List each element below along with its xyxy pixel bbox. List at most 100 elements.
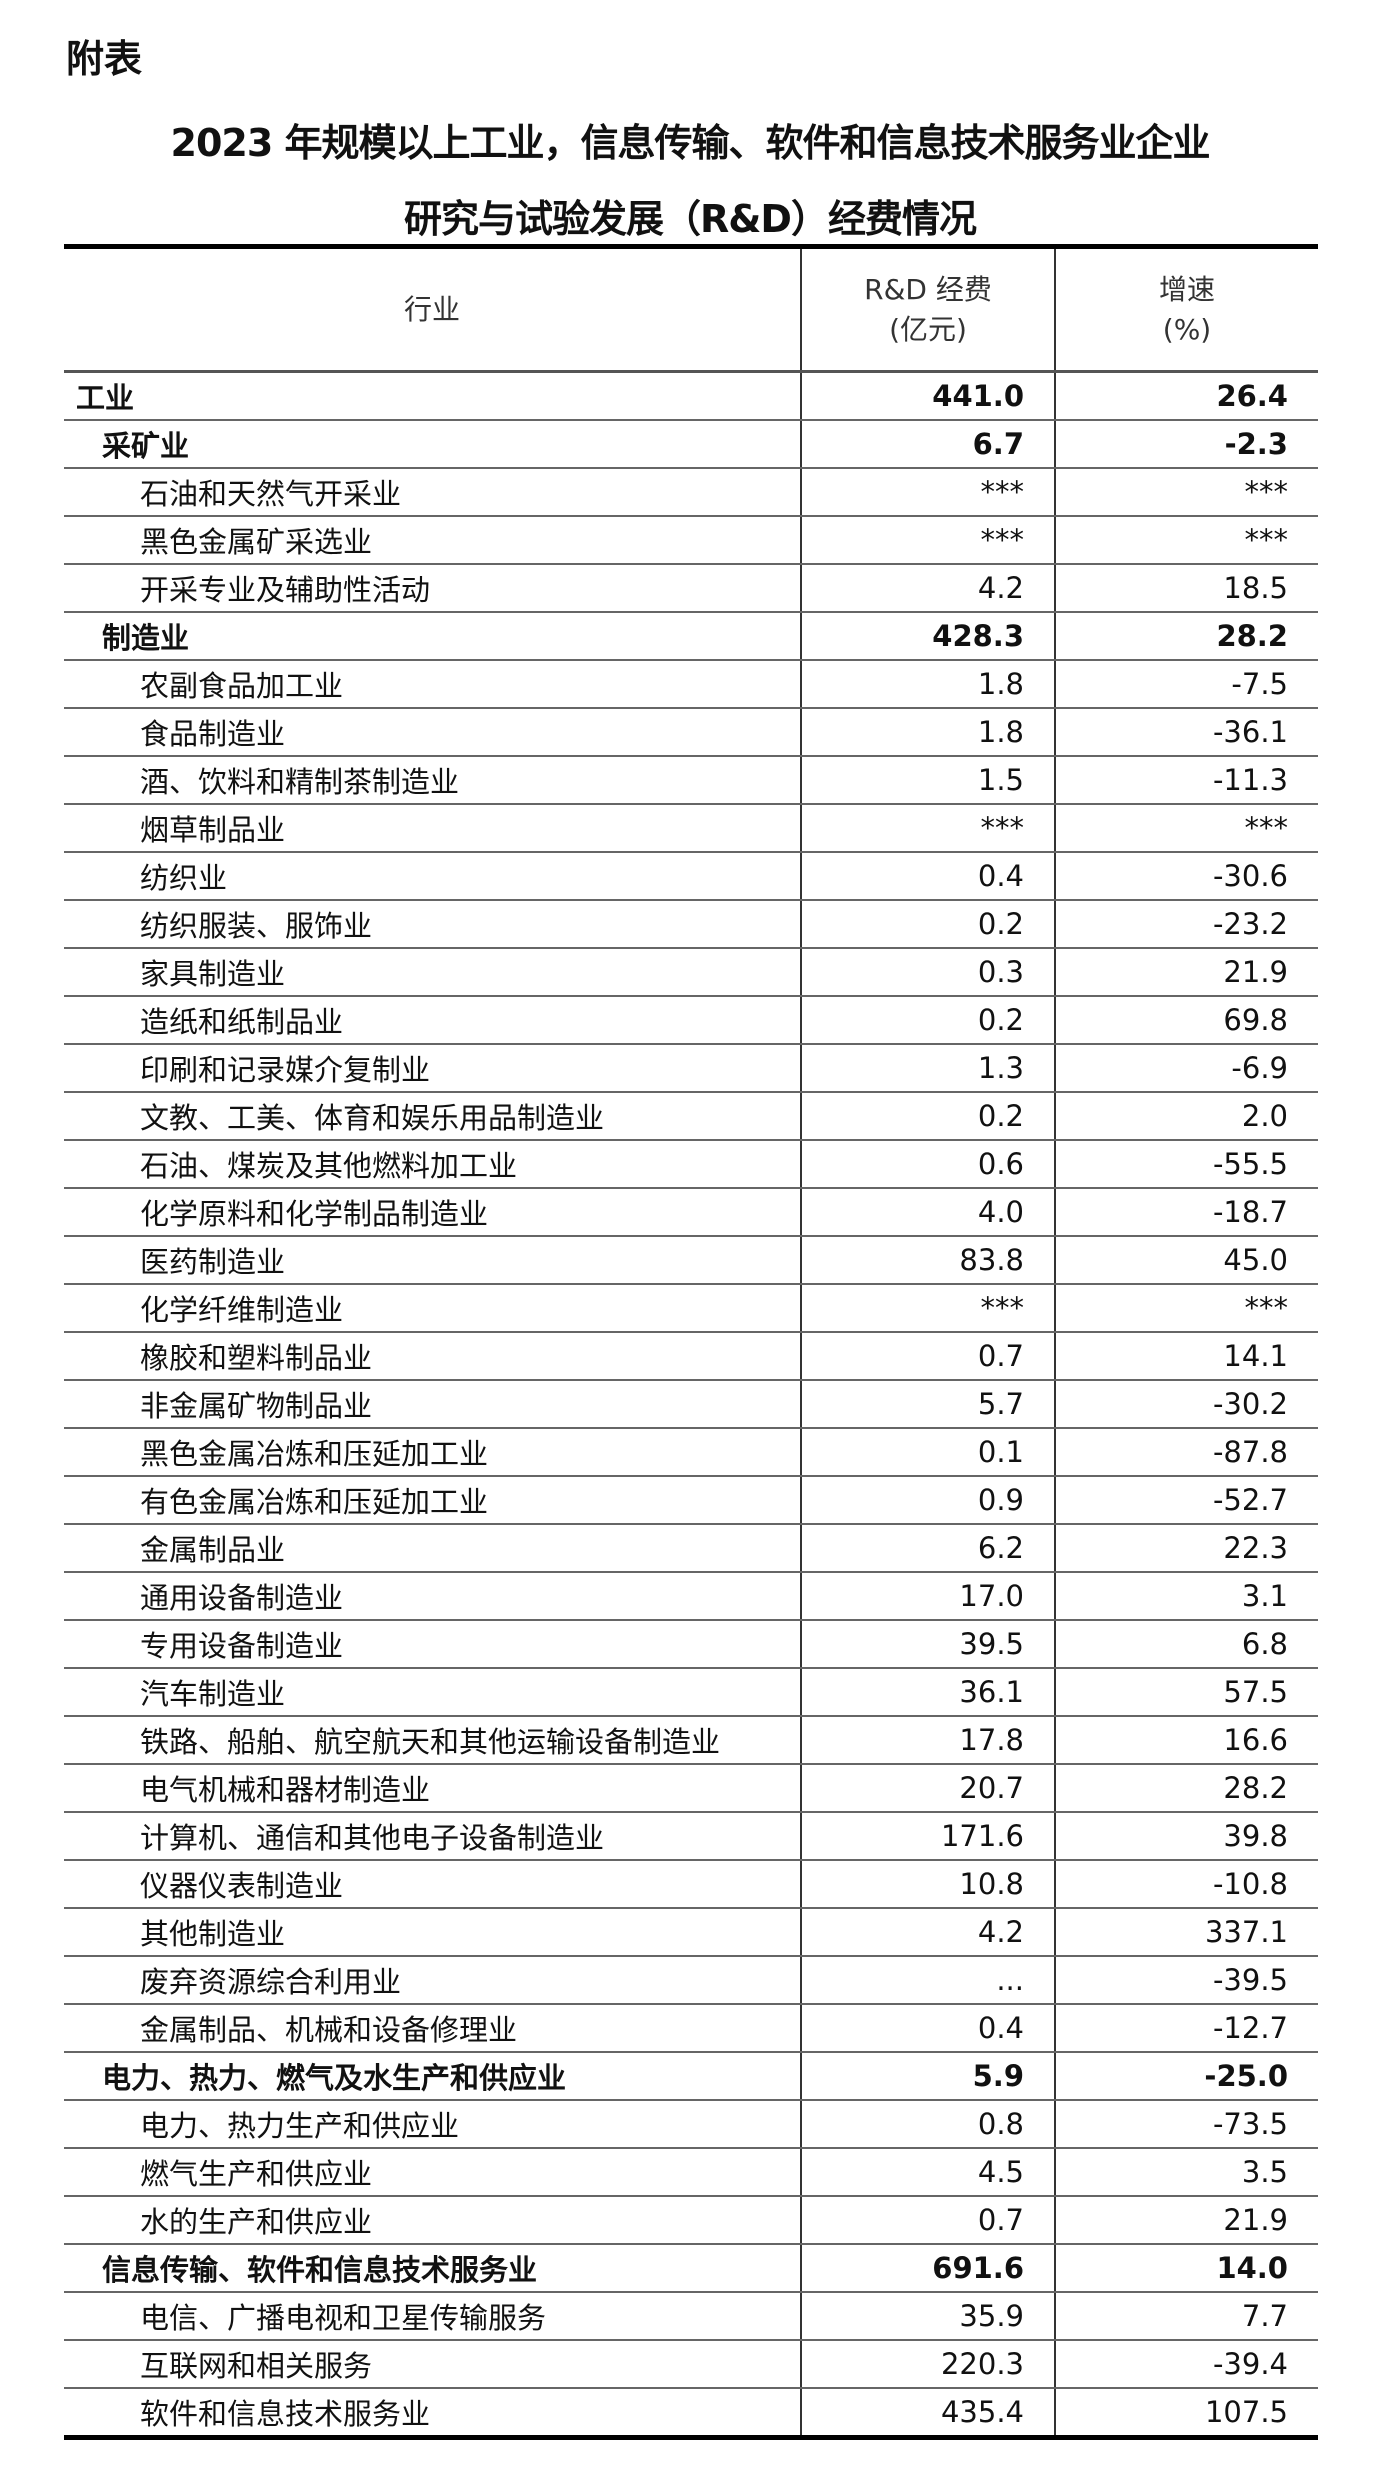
growth-rate-cell: -36.1 [1054, 708, 1318, 757]
growth-rate-cell: -52.7 [1054, 1476, 1318, 1525]
rd-expenditure-cell: 691.6 [800, 2244, 1055, 2293]
growth-rate-cell: -55.5 [1054, 1140, 1318, 1189]
table-row: 石油、煤炭及其他燃料加工业 0.6 -55.5 [64, 1140, 1318, 1189]
rd-expenditure-cell: 0.3 [800, 948, 1055, 997]
growth-rate-cell: *** [1054, 1284, 1318, 1333]
industry-cell: 金属制品、机械和设备修理业 [64, 2004, 801, 2053]
growth-rate-cell: -73.5 [1054, 2100, 1318, 2149]
table-row: 开采专业及辅助性活动 4.2 18.5 [64, 564, 1318, 613]
table-row: 制造业 428.3 28.2 [64, 612, 1318, 661]
table-row: 信息传输、软件和信息技术服务业 691.6 14.0 [64, 2244, 1318, 2293]
rd-expenditure-cell: 17.8 [800, 1716, 1055, 1765]
growth-rate-cell: 45.0 [1054, 1236, 1318, 1285]
growth-rate-cell: 21.9 [1054, 2196, 1318, 2245]
industry-cell: 计算机、通信和其他电子设备制造业 [64, 1812, 801, 1861]
industry-cell: 采矿业 [64, 420, 801, 469]
growth-rate-cell: 22.3 [1054, 1524, 1318, 1573]
rd-expenditure-cell: 6.7 [800, 420, 1055, 469]
table-row: 医药制造业 83.8 45.0 [64, 1236, 1318, 1285]
growth-rate-cell: 28.2 [1054, 1764, 1318, 1813]
table-row: 电力、热力生产和供应业 0.8 -73.5 [64, 2100, 1318, 2149]
growth-rate-cell: *** [1054, 804, 1318, 853]
table-row: 非金属矿物制品业 5.7 -30.2 [64, 1380, 1318, 1429]
growth-rate-cell: -30.2 [1054, 1380, 1318, 1429]
industry-cell: 农副食品加工业 [64, 660, 801, 709]
industry-cell: 电力、热力生产和供应业 [64, 2100, 801, 2149]
table-row: 橡胶和塑料制品业 0.7 14.1 [64, 1332, 1318, 1381]
industry-cell: 废弃资源综合利用业 [64, 1956, 801, 2005]
industry-cell: 石油、煤炭及其他燃料加工业 [64, 1140, 801, 1189]
rd-expenditure-cell: 4.2 [800, 564, 1055, 613]
industry-cell: 家具制造业 [64, 948, 801, 997]
industry-cell: 电力、热力、燃气及水生产和供应业 [64, 2052, 801, 2101]
table-row: 印刷和记录媒介复制业 1.3 -6.9 [64, 1044, 1318, 1093]
growth-rate-cell: 18.5 [1054, 564, 1318, 613]
table-row: 金属制品业 6.2 22.3 [64, 1524, 1318, 1573]
growth-rate-cell: 28.2 [1054, 612, 1318, 661]
growth-rate-cell: 21.9 [1054, 948, 1318, 997]
rd-expenditure-cell: 0.2 [800, 900, 1055, 949]
growth-rate-cell: -10.8 [1054, 1860, 1318, 1909]
rd-expenditure-cell: 220.3 [800, 2340, 1055, 2389]
growth-rate-cell: -12.7 [1054, 2004, 1318, 2053]
table-row: 化学纤维制造业 *** *** [64, 1284, 1318, 1333]
industry-cell: 水的生产和供应业 [64, 2196, 801, 2245]
header-growth: 增速 (%) [1054, 246, 1318, 373]
rd-expenditure-cell: ... [800, 1956, 1055, 2005]
table-row: 烟草制品业 *** *** [64, 804, 1318, 853]
growth-rate-cell: -30.6 [1054, 852, 1318, 901]
growth-rate-cell: 57.5 [1054, 1668, 1318, 1717]
growth-rate-cell: -25.0 [1054, 2052, 1318, 2101]
industry-cell: 其他制造业 [64, 1908, 801, 1957]
table-row: 仪器仪表制造业 10.8 -10.8 [64, 1860, 1318, 1909]
rd-expenditure-cell: 6.2 [800, 1524, 1055, 1573]
rd-expenditure-cell: 0.4 [800, 852, 1055, 901]
rd-expenditure-cell: 435.4 [800, 2388, 1055, 2438]
industry-cell: 酒、饮料和精制茶制造业 [64, 756, 801, 805]
rd-expenditure-cell: 20.7 [800, 1764, 1055, 1813]
header-growth-unit: (%) [1162, 312, 1212, 346]
growth-rate-cell: 337.1 [1054, 1908, 1318, 1957]
rd-expenditure-cell: 35.9 [800, 2292, 1055, 2341]
growth-rate-cell: -2.3 [1054, 420, 1318, 469]
rd-expenditure-cell: 0.8 [800, 2100, 1055, 2149]
rd-expenditure-cell: 5.7 [800, 1380, 1055, 1429]
growth-rate-cell: 16.6 [1054, 1716, 1318, 1765]
table-title-line-2: 研究与试验发展（R&D）经费情况 [404, 197, 977, 241]
growth-rate-cell: *** [1054, 468, 1318, 517]
rd-expenditure-cell: 0.7 [800, 1332, 1055, 1381]
table-row: 农副食品加工业 1.8 -7.5 [64, 660, 1318, 709]
industry-cell: 纺织业 [64, 852, 801, 901]
industry-cell: 汽车制造业 [64, 1668, 801, 1717]
rd-expenditure-cell: *** [800, 804, 1055, 853]
growth-rate-cell: -39.5 [1054, 1956, 1318, 2005]
rd-expenditure-table: 行业 R&D 经费 (亿元) 增速 (%) 工业 441.0 26.4 采矿业 6.7 -2.… [64, 244, 1318, 2440]
growth-rate-cell: -39.4 [1054, 2340, 1318, 2389]
rd-expenditure-cell: 0.7 [800, 2196, 1055, 2245]
header-growth-label: 增速 [1158, 272, 1215, 306]
growth-rate-cell: -87.8 [1054, 1428, 1318, 1477]
table-row: 金属制品、机械和设备修理业 0.4 -12.7 [64, 2004, 1318, 2053]
rd-expenditure-cell: 441.0 [800, 371, 1055, 421]
industry-cell: 造纸和纸制品业 [64, 996, 801, 1045]
rd-expenditure-cell: 0.2 [800, 996, 1055, 1045]
rd-expenditure-cell: 4.5 [800, 2148, 1055, 2197]
growth-rate-cell: 26.4 [1054, 371, 1318, 421]
rd-expenditure-cell: 4.2 [800, 1908, 1055, 1957]
table-row: 采矿业 6.7 -2.3 [64, 420, 1318, 469]
rd-expenditure-cell: *** [800, 1284, 1055, 1333]
header-rd-unit: (亿元) [889, 312, 967, 346]
rd-expenditure-cell: 1.3 [800, 1044, 1055, 1093]
industry-cell: 开采专业及辅助性活动 [64, 564, 801, 613]
growth-rate-cell: *** [1054, 516, 1318, 565]
industry-cell: 烟草制品业 [64, 804, 801, 853]
table-row: 电信、广播电视和卫星传输服务 35.9 7.7 [64, 2292, 1318, 2341]
growth-rate-cell: -11.3 [1054, 756, 1318, 805]
table-row: 电力、热力、燃气及水生产和供应业 5.9 -25.0 [64, 2052, 1318, 2101]
growth-rate-cell: -6.9 [1054, 1044, 1318, 1093]
rd-expenditure-cell: 83.8 [800, 1236, 1055, 1285]
industry-cell: 食品制造业 [64, 708, 801, 757]
growth-rate-cell: 3.5 [1054, 2148, 1318, 2197]
rd-expenditure-cell: 1.8 [800, 708, 1055, 757]
table-row: 造纸和纸制品业 0.2 69.8 [64, 996, 1318, 1045]
